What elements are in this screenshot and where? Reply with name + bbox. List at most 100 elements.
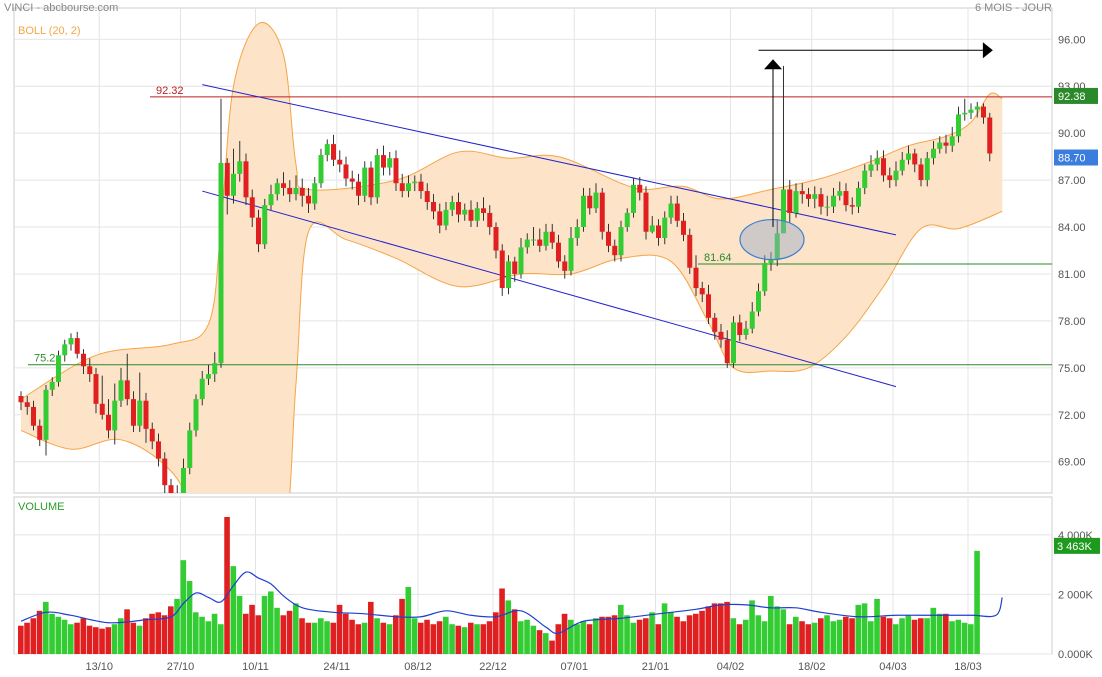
candle xyxy=(699,281,705,303)
volume-bar xyxy=(161,615,168,654)
candle xyxy=(412,175,418,192)
candle-body xyxy=(549,231,555,243)
candle-body xyxy=(774,233,780,260)
candle-body xyxy=(181,467,186,493)
candle-body xyxy=(837,191,843,196)
candle xyxy=(474,202,480,228)
volume-bar xyxy=(530,625,537,654)
candle-body xyxy=(943,142,949,146)
candle xyxy=(524,233,530,254)
volume-bar xyxy=(474,624,480,654)
candle xyxy=(849,197,855,215)
candle xyxy=(906,145,911,165)
candle xyxy=(568,227,574,276)
candle xyxy=(749,302,755,334)
candle xyxy=(137,372,143,432)
candle xyxy=(537,228,543,253)
candle-body xyxy=(912,153,918,165)
volume-bar xyxy=(518,621,524,654)
x-tick-label: 08/12 xyxy=(404,661,432,673)
x-tick-label: 22/12 xyxy=(479,661,507,673)
volume-bar xyxy=(111,624,118,654)
volume-bar xyxy=(105,627,112,654)
candle-body xyxy=(131,399,136,426)
candle-body xyxy=(562,261,568,271)
volume-bar xyxy=(143,618,149,654)
price-tick-label: 81.00 xyxy=(1058,269,1086,281)
candle-body xyxy=(368,167,374,198)
candle xyxy=(706,284,711,325)
candle xyxy=(899,151,905,176)
volume-bar xyxy=(99,628,105,654)
candle-body xyxy=(968,109,974,113)
candle-body xyxy=(687,234,693,268)
candle-body xyxy=(568,237,574,271)
candle xyxy=(81,349,86,375)
candle-body xyxy=(574,227,580,238)
candle-body xyxy=(674,203,680,221)
candle xyxy=(618,220,624,262)
candle-body xyxy=(406,183,411,192)
candle-body xyxy=(237,161,243,174)
volume-bar xyxy=(818,618,824,654)
volume-bar xyxy=(486,621,493,654)
candle xyxy=(787,180,793,223)
candle-body xyxy=(931,148,936,159)
volume-bar xyxy=(686,615,693,654)
candle-body xyxy=(393,158,399,184)
volume-bar xyxy=(555,624,562,654)
volume-bar xyxy=(280,615,287,654)
last-price-badge xyxy=(1054,149,1098,166)
candle-body xyxy=(818,194,824,207)
candle xyxy=(212,352,218,382)
volume-bar xyxy=(355,624,362,654)
resistance-label: 92.32 xyxy=(156,85,184,97)
candle xyxy=(981,103,986,124)
price-panel: 96.0093.0090.0087.0084.0081.0078.0075.00… xyxy=(13,7,1098,494)
volume-bar xyxy=(236,595,243,654)
candle xyxy=(418,173,424,199)
candle-body xyxy=(518,247,524,274)
volume-bar xyxy=(611,615,618,654)
bollinger-legend: BOLL (20, 2) xyxy=(18,25,81,37)
candle-body xyxy=(274,183,280,195)
candle xyxy=(68,333,74,351)
candle-body xyxy=(74,338,80,354)
candle-body xyxy=(843,191,849,206)
candle-body xyxy=(337,159,343,165)
volume-bar xyxy=(643,618,649,654)
volume-bar xyxy=(468,622,474,654)
candle-body xyxy=(468,209,474,221)
candle-body xyxy=(287,187,293,195)
candle-body xyxy=(987,117,993,154)
candle xyxy=(587,187,593,215)
volume-bar xyxy=(699,610,705,654)
volume-bar xyxy=(861,603,868,654)
candle-body xyxy=(362,167,368,196)
volume-bar xyxy=(293,603,299,654)
volume-bar xyxy=(155,612,162,654)
candle-body xyxy=(218,162,224,364)
candle xyxy=(793,183,799,218)
candle xyxy=(99,375,105,420)
candle xyxy=(862,164,868,195)
candle-body xyxy=(443,209,449,226)
candle xyxy=(462,203,468,221)
candle xyxy=(531,227,536,246)
candle-body xyxy=(737,322,743,335)
volume-bar xyxy=(761,621,768,654)
candle xyxy=(293,175,299,201)
volume-moving-average xyxy=(20,571,1003,634)
candle-body xyxy=(631,184,636,213)
candle-body xyxy=(781,189,786,234)
candle-body xyxy=(143,400,149,429)
candle xyxy=(562,255,568,279)
candle-body xyxy=(349,178,355,182)
candle-body xyxy=(487,212,493,228)
candle xyxy=(331,134,336,167)
volume-bar xyxy=(93,627,99,654)
candle-body xyxy=(556,242,561,262)
candle xyxy=(256,209,261,253)
candle xyxy=(874,150,880,171)
trendline-upper xyxy=(202,84,897,236)
